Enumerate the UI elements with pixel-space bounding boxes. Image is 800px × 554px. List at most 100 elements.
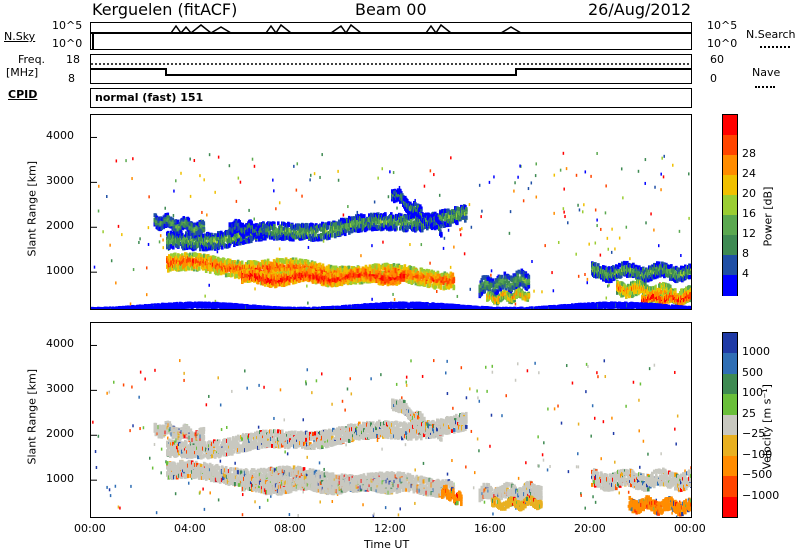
noise-cell — [447, 228, 450, 232]
noise-cell — [158, 240, 161, 244]
echo-cell — [331, 265, 335, 270]
noise-cell — [203, 178, 205, 182]
echo-cell — [402, 274, 406, 279]
freq-tick-top: 18 — [66, 53, 80, 66]
echo-cell — [249, 260, 253, 265]
noise-cell — [637, 169, 640, 173]
echo-cell — [248, 236, 251, 241]
noise-cell — [480, 215, 482, 219]
echo-cell — [238, 266, 242, 271]
echo-cell — [214, 271, 218, 276]
noise-cell — [371, 244, 373, 248]
echo-cell — [422, 269, 426, 274]
echo-cell — [268, 279, 272, 284]
echo-cell — [415, 268, 419, 273]
noise-cell — [520, 164, 522, 168]
noise-cell — [409, 243, 411, 247]
echo-cell — [379, 270, 383, 275]
echo-cell — [349, 279, 353, 284]
echo-cell — [331, 233, 334, 238]
noise-cell — [371, 297, 373, 301]
noise-cell — [115, 281, 117, 285]
echo-cell — [287, 234, 290, 239]
echo-cell — [292, 277, 296, 282]
echo-cell — [213, 255, 217, 260]
echo-cell — [343, 218, 346, 223]
echo-cell — [404, 271, 408, 276]
noise-cell — [519, 164, 521, 168]
echo-cell — [224, 273, 228, 278]
noise-cell — [463, 252, 466, 256]
noise-cell — [306, 284, 308, 288]
echo-cell — [300, 272, 304, 277]
echo-cell — [254, 261, 258, 266]
echo-cell — [163, 216, 167, 221]
noise-cell — [488, 180, 491, 184]
noise-cell — [509, 210, 512, 214]
echo-cell — [326, 268, 330, 273]
echo-cell — [283, 233, 286, 238]
noise-cell — [199, 174, 201, 178]
echo-cell — [359, 221, 362, 226]
echo-cell — [199, 247, 202, 252]
echo-cell — [368, 267, 372, 272]
echo-cell — [452, 286, 456, 291]
noise-cell — [567, 221, 569, 225]
echo-cell — [221, 263, 225, 268]
echo-cell — [459, 215, 462, 220]
echo-cell — [328, 221, 331, 226]
echo-cell — [421, 228, 424, 233]
noise-cell — [214, 299, 217, 303]
noise-cell — [559, 168, 562, 172]
nsky-tick-bottom: 10^0 — [52, 37, 83, 50]
echo-cell — [395, 279, 399, 284]
echo-cell — [178, 265, 182, 270]
freq-label: Freq. — [18, 53, 46, 66]
echo-cell — [263, 279, 267, 284]
noise-cell — [557, 240, 560, 244]
noise-cell — [206, 213, 208, 217]
echo-cell — [305, 263, 309, 268]
echo-cell — [394, 227, 397, 232]
echo-cell — [193, 262, 197, 267]
noise-cell — [565, 167, 568, 171]
station-title: Kerguelen (fitACF) — [92, 0, 238, 19]
noise-cell — [614, 247, 616, 251]
echo-cell — [386, 225, 389, 230]
echo-cell — [374, 270, 378, 275]
echo-cell — [419, 222, 422, 227]
echo-cell — [235, 239, 238, 244]
echo-cell — [218, 266, 222, 271]
echo-cell — [170, 235, 173, 240]
echo-cell — [175, 265, 179, 270]
echo-cell — [341, 224, 344, 229]
echo-cell — [213, 259, 217, 264]
echo-cell — [187, 266, 191, 271]
echo-cell — [390, 212, 393, 217]
noise-cell — [650, 212, 652, 216]
noise-cell — [660, 172, 662, 176]
noise-cell — [148, 195, 150, 199]
noise-cell — [606, 236, 609, 240]
noise-cell — [414, 198, 416, 202]
noise-cell — [216, 250, 219, 254]
echo-cell — [403, 227, 406, 232]
echo-cell — [176, 231, 179, 236]
noise-cell — [278, 201, 281, 205]
echo-cell — [225, 260, 229, 265]
echo-cell — [215, 259, 219, 264]
noise-cell — [552, 289, 555, 293]
echo-cell — [184, 236, 187, 241]
noise-cell — [645, 221, 647, 225]
echo-cell — [264, 236, 267, 241]
noise-cell — [253, 164, 256, 168]
echo-cell — [273, 224, 276, 229]
echo-cell — [445, 275, 449, 280]
echo-cell — [329, 264, 333, 269]
echo-cell — [235, 271, 239, 276]
noise-cell — [564, 215, 566, 219]
echo-cell — [442, 285, 446, 290]
echo-cell — [277, 261, 281, 266]
noise-cell — [173, 189, 175, 193]
echo-cell — [193, 236, 196, 241]
